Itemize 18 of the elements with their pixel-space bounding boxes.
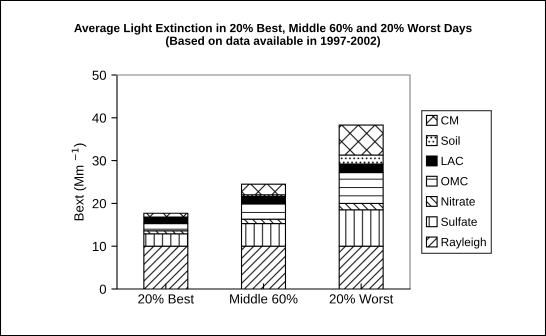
legend-label: OMC <box>441 177 468 186</box>
chart-title: Average Light Extinction in 20% Best, Middle 60% and 20% Worst Days (Based on data available in 1997-2002) <box>74 24 472 48</box>
y-tick-label: 10 <box>92 242 106 252</box>
x-tick-label: Middle 60% <box>230 294 298 304</box>
legend-label: Soil <box>441 136 460 145</box>
x-tick-label: 20% Best <box>138 294 194 304</box>
y-tick-label: 20 <box>92 198 106 208</box>
y-tick-label: 40 <box>92 113 106 123</box>
y-tick-label: 0 <box>100 284 106 294</box>
x-tick-label: 20% Worst <box>330 294 394 304</box>
legend-label: CM <box>441 116 458 125</box>
legend-label: Nitrate <box>442 196 475 206</box>
y-tick-label: 30 <box>92 156 106 166</box>
legend-label: Rayleigh <box>442 238 486 249</box>
y-tick-label: 50 <box>92 70 106 80</box>
legend-label: LAC <box>442 156 464 166</box>
legend-label: Sulfate <box>441 217 477 226</box>
y-axis-title: Bext (Mm $^{−1}$) <box>72 144 86 220</box>
